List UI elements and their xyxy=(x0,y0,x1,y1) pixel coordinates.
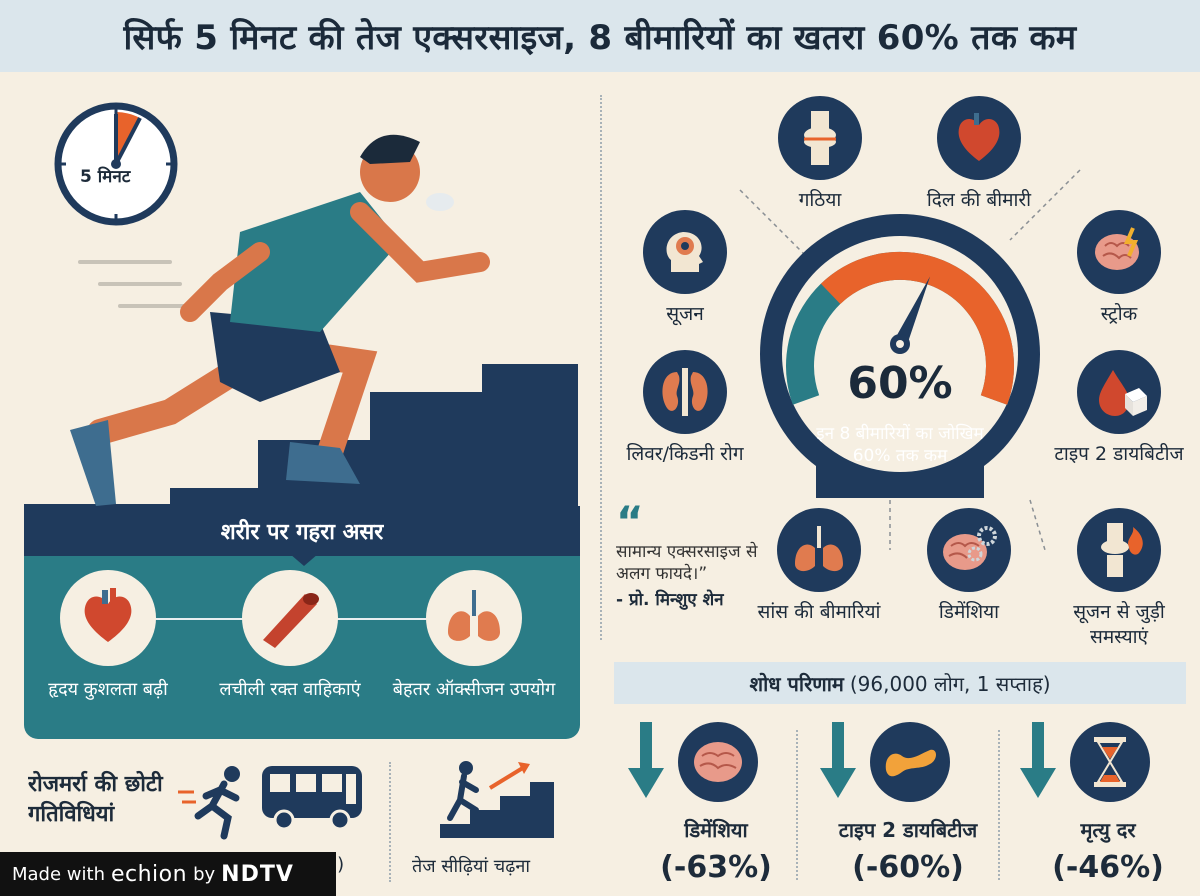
research-value: (-63%) xyxy=(660,850,772,885)
gauge-value: 60% xyxy=(847,358,953,409)
badge-partner: NDTV xyxy=(221,861,294,887)
clock-icon xyxy=(54,102,178,226)
disease-label: लिवर/किडनी रोग xyxy=(626,443,744,465)
daily-divider xyxy=(389,762,391,882)
page-title: सिर्फ 5 मिनट की तेज एक्सरसाइज, 8 बीमारिय… xyxy=(123,18,1077,58)
disease-diabetes: टाइप 2 डायबिटीज xyxy=(1044,350,1194,467)
left-panel: 5 मिनट शरीर पर गहरा असर xyxy=(0,72,600,896)
impact-label-heart: हृदय कुशलता बढ़ी xyxy=(48,679,168,700)
kidney-icon xyxy=(643,350,727,434)
disease-label: गठिया xyxy=(798,189,842,211)
stairs-label: तेज सीढ़ियां चढ़ना xyxy=(412,856,531,877)
research-heading: शोध परिणाम (96,000 लोग, 1 सप्ताह) xyxy=(614,662,1186,704)
research-heading-bold: शोध परिणाम xyxy=(749,671,844,696)
down-arrow-icon xyxy=(820,722,856,798)
connector-lines xyxy=(739,169,1081,551)
disease-respiratory: सांस की बीमारियां xyxy=(744,508,894,625)
quote-text: सामान्य एक्सरसाइज से अलग फायदे।” xyxy=(616,542,758,585)
lungs-icon xyxy=(426,570,522,666)
research-value: (-60%) xyxy=(852,850,964,885)
heart-icon xyxy=(937,96,1021,180)
research-name: टाइप 2 डायबिटीज xyxy=(838,818,978,842)
impact-item-heart: हृदय कुशलता बढ़ी xyxy=(18,570,198,701)
lungs-icon xyxy=(777,508,861,592)
impact-heading: शरीर पर गहरा असर xyxy=(24,506,580,556)
daily-activities-label: रोजमर्रा की छोटी गतिविधियां xyxy=(28,772,163,827)
impact-item-lungs: बेहतर ऑक्सीजन उपयोग xyxy=(384,570,564,701)
disease-label: टाइप 2 डायबिटीज xyxy=(1054,443,1184,465)
disease-heart: दिल की बीमारी xyxy=(904,96,1054,213)
blood-vessel-icon xyxy=(242,570,338,666)
research-heading-detail: (96,000 लोग, 1 सप्ताह) xyxy=(849,671,1051,696)
brain-head-icon xyxy=(643,210,727,294)
impact-item-vessel: लचीली रक्त वाहिकाएं xyxy=(200,570,380,701)
badge-brand: echion xyxy=(110,861,188,887)
clock-label: 5 मिनट xyxy=(80,167,131,187)
expert-quote: “ सामान्य एक्सरसाइज से अलग फायदे।” - प्र… xyxy=(616,497,776,611)
made-with-badge[interactable]: Made with echion by NDTV xyxy=(0,852,336,896)
blood-drop-sugar-icon xyxy=(1077,350,1161,434)
disease-label: सांस की बीमारियां xyxy=(757,601,881,623)
pancreas-icon xyxy=(870,722,950,802)
disease-inflammatory-conditions: सूजन से जुड़ी समस्याएं xyxy=(1044,508,1194,649)
hourglass-icon xyxy=(1070,722,1150,802)
disease-label: स्ट्रोक xyxy=(1100,303,1138,325)
knee-joint-icon xyxy=(778,96,862,180)
research-divider xyxy=(796,730,798,880)
impact-label-lungs: बेहतर ऑक्सीजन उपयोग xyxy=(392,679,556,700)
gauge-needle xyxy=(893,276,931,347)
title-bar: सिर्फ 5 मिनट की तेज एक्सरसाइज, 8 बीमारिय… xyxy=(0,0,1200,72)
disease-liver-kidney: लिवर/किडनी रोग xyxy=(610,350,760,467)
stair-climb-icon xyxy=(440,761,554,838)
disease-inflammation: सूजन xyxy=(610,210,760,327)
quote-mark: “ xyxy=(616,497,644,546)
badge-by: by xyxy=(193,863,216,885)
badge-prefix: Made with xyxy=(12,863,105,885)
disease-arthritis: गठिया xyxy=(745,96,895,213)
research-name: डिमेंशिया xyxy=(684,818,748,842)
research-divider xyxy=(998,730,1000,880)
heart-icon xyxy=(60,570,156,666)
down-arrow-icon xyxy=(1020,722,1056,798)
impact-heading-pointer xyxy=(290,554,318,566)
brain-icon xyxy=(678,722,758,802)
quote-author: - प्रो. मिन्शुए शेन xyxy=(616,590,724,611)
stairs-graphic xyxy=(24,364,578,508)
inflamed-joint-icon xyxy=(1077,508,1161,592)
running-person-icon xyxy=(178,766,240,840)
down-arrow-icon xyxy=(628,722,664,798)
brain-lightning-icon xyxy=(1077,210,1161,294)
disease-label: सूजन से जुड़ी समस्याएं xyxy=(1073,601,1165,648)
research-value: (-46%) xyxy=(1052,850,1164,885)
disease-label: डिमेंशिया xyxy=(938,601,1000,623)
disease-label: सूजन xyxy=(666,303,704,325)
disease-dementia: डिमेंशिया xyxy=(894,508,1044,625)
bus-icon xyxy=(262,766,362,831)
disease-label: दिल की बीमारी xyxy=(926,189,1032,211)
research-name: मृत्यु दर xyxy=(1080,818,1136,842)
brain-gear-icon xyxy=(927,508,1011,592)
gauge-caption: इन 8 बीमारियों का जोखिम 60% तक कम xyxy=(816,424,984,466)
disease-stroke: स्ट्रोक xyxy=(1044,210,1194,327)
risk-gauge xyxy=(760,214,1040,498)
panel-divider xyxy=(600,95,602,640)
impact-label-vessel: लचीली रक्त वाहिकाएं xyxy=(219,679,361,700)
runner-icon xyxy=(70,134,490,506)
